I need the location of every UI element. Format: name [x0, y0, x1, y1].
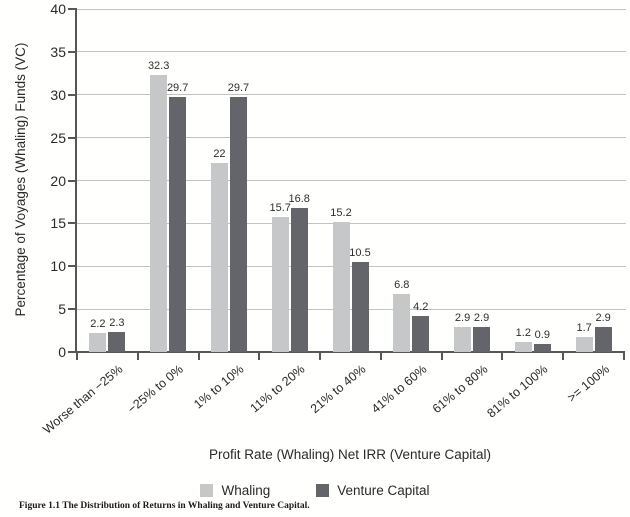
bar-whaling [332, 221, 350, 352]
y-tick-label: 30 [50, 86, 66, 103]
bar-whaling [575, 337, 593, 352]
whaling-swatch-icon [200, 484, 214, 497]
bar-venture-capital [229, 97, 247, 352]
bar-value-label: 16.8 [288, 192, 310, 205]
bar-value-label: 2.3 [109, 317, 125, 330]
y-tick-label: 20 [50, 172, 66, 189]
bar-value-label: 29.7 [166, 82, 189, 95]
bar-value-label: 4.2 [413, 300, 429, 313]
x-axis-tick [440, 353, 443, 360]
bar-whaling [210, 163, 228, 352]
bar-venture-capital [351, 261, 369, 352]
bar-value-label: 32.3 [147, 60, 170, 73]
gridline [76, 94, 626, 96]
bar-whaling [393, 293, 411, 352]
category-label: 81% to 100% [484, 362, 551, 421]
bar-value-label: 29.7 [227, 82, 250, 95]
bar-value-label: 2.9 [473, 312, 490, 325]
category-label: 1% to 10% [191, 362, 247, 412]
y-axis-tick [68, 136, 75, 139]
bar-value-label: 22 [213, 148, 226, 161]
category-label: Worse than −25% [40, 362, 126, 437]
bar-venture-capital [290, 207, 308, 352]
category-label: 11% to 20% [247, 362, 308, 416]
gridline [76, 265, 626, 267]
y-axis-tick [68, 308, 75, 311]
legend-item-whaling: Whaling [200, 483, 270, 498]
y-axis-line [75, 8, 77, 353]
y-tick-label: 40 [50, 1, 66, 17]
y-tick-label: 5 [58, 301, 66, 318]
legend-label-whaling: Whaling [221, 483, 271, 498]
legend: Whaling Venture Capital [0, 483, 630, 498]
bar-value-label: 15.7 [269, 202, 291, 215]
gridline [76, 8, 626, 10]
bar-venture-capital [412, 315, 430, 352]
bar-whaling [514, 341, 532, 352]
bar-value-label: 10.5 [349, 246, 371, 259]
category-label: 41% to 60% [368, 362, 430, 417]
bar-value-label: 6.8 [394, 278, 410, 291]
x-axis-tick [319, 353, 322, 360]
figure-caption: Figure 1.1 The Distribution of Returns i… [19, 501, 310, 511]
bar-value-label: 2.9 [595, 312, 611, 325]
bar-venture-capital [169, 97, 187, 352]
y-axis-tick [68, 351, 75, 353]
bar-value-label: 1.7 [576, 322, 592, 335]
x-axis-tick [562, 353, 565, 360]
y-axis-tick [68, 50, 75, 53]
category-label: >= 100% [564, 362, 612, 405]
legend-item-venture-capital: Venture Capital [316, 483, 430, 498]
bar-whaling [271, 217, 289, 352]
bar-venture-capital [108, 332, 126, 352]
x-axis-tick [501, 353, 504, 360]
bar-value-label: 1.2 [515, 326, 531, 339]
y-axis-tick [68, 222, 75, 225]
legend-label-venture-capital: Venture Capital [337, 483, 430, 498]
category-label: 21% to 40% [307, 362, 369, 417]
bar-venture-capital [473, 327, 491, 352]
bar-whaling [454, 327, 472, 352]
y-tick-label: 0 [58, 344, 66, 360]
y-tick-label: 35 [50, 43, 66, 60]
bar-value-label: 2.2 [90, 318, 106, 331]
gridline [76, 180, 626, 181]
gridline [76, 308, 626, 310]
y-axis-tick [68, 265, 75, 268]
bar-value-label: 15.2 [330, 206, 352, 219]
x-axis-tick [197, 353, 200, 360]
y-axis-title: Percentage of Voyages (Whaling) Funds (V… [13, 42, 28, 317]
x-axis-tick [379, 353, 382, 360]
x-axis-line [73, 351, 625, 353]
category-label: −25% to 0% [125, 362, 187, 417]
gridline [76, 51, 626, 53]
bar-whaling [89, 333, 107, 352]
bar-value-label: 2.9 [454, 312, 471, 325]
x-axis-tick [136, 353, 139, 360]
y-axis-tick [68, 8, 75, 10]
y-axis-tick [68, 93, 75, 96]
x-axis-tick [258, 353, 261, 360]
y-tick-label: 10 [50, 258, 66, 275]
bar-value-label: 0.9 [534, 329, 550, 342]
y-tick-label: 25 [50, 129, 66, 146]
y-tick-label: 15 [50, 215, 66, 232]
x-axis-tick [76, 353, 78, 360]
y-axis-tick [68, 179, 75, 182]
bar-venture-capital [533, 344, 551, 352]
gridline [76, 137, 626, 139]
x-axis-title: Profit Rate (Whaling) Net IRR (Venture C… [208, 447, 492, 462]
gridline [76, 222, 626, 224]
bar-venture-capital [594, 327, 612, 352]
venture-capital-swatch-icon [316, 484, 330, 497]
x-axis-tick [623, 353, 625, 360]
category-label: 61% to 80% [429, 362, 491, 417]
bar-whaling [150, 75, 168, 352]
